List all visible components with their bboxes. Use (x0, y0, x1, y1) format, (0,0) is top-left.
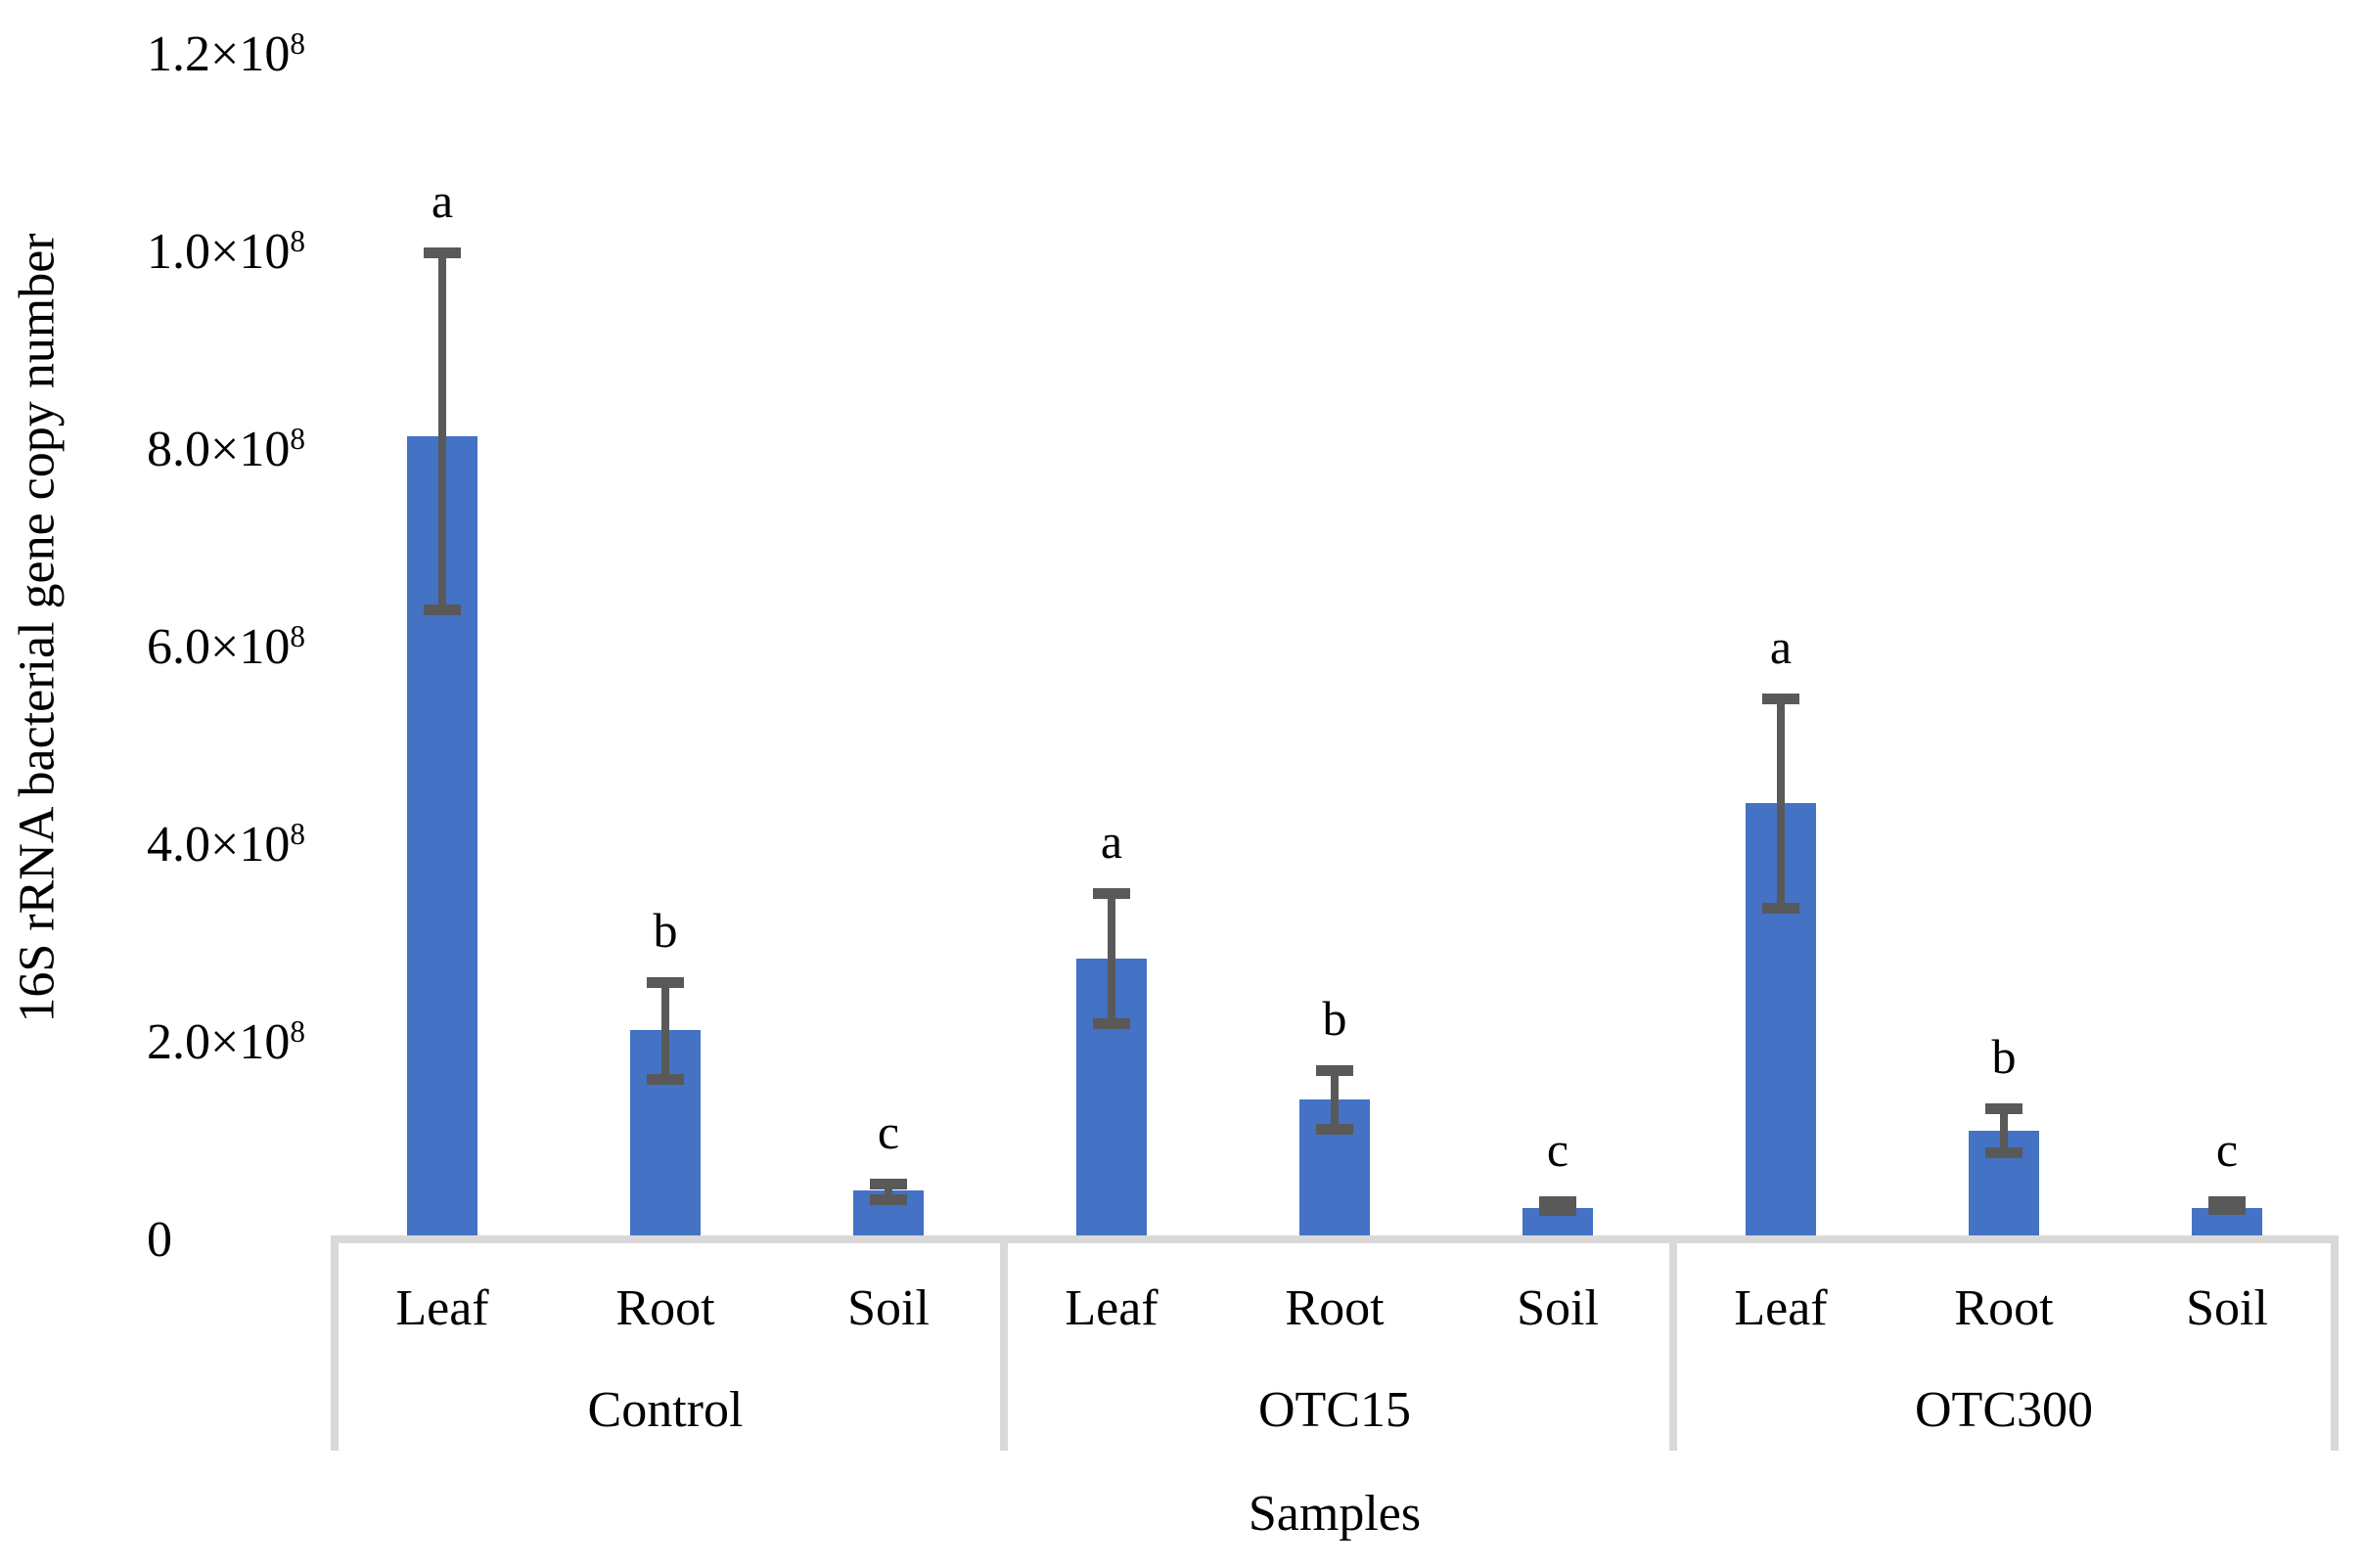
error-bar-cap-bottom (647, 1073, 684, 1085)
error-bar-line (885, 1179, 892, 1205)
error-bar-cap-top (647, 977, 684, 989)
category-label: Leaf (1734, 1280, 1828, 1336)
y-tick-exponent: 8 (290, 817, 305, 851)
y-tick-label: 1.0×108 (147, 212, 305, 280)
error-bar-cap-top (1762, 693, 1799, 704)
error-bar-cap-top (870, 1179, 907, 1190)
error-bar-line (661, 977, 669, 1085)
significance-letter: b (1991, 1029, 2017, 1084)
significance-letter: c (2215, 1122, 2239, 1178)
y-tick-exponent: 8 (290, 619, 305, 653)
error-bar-cap-bottom (870, 1193, 907, 1205)
category-label: Soil (2186, 1280, 2268, 1336)
significance-letter: b (1322, 991, 1347, 1047)
error-bar-cap-bottom (424, 604, 461, 615)
y-tick-exponent: 8 (290, 422, 305, 456)
category-separator-line (1669, 1235, 1677, 1451)
y-tick-exponent: 8 (290, 224, 305, 258)
category-separator-line (2331, 1235, 2339, 1451)
category-label: Root (1285, 1280, 1385, 1336)
category-separator-line (331, 1235, 339, 1451)
error-bar-cap-top (1985, 1103, 2022, 1114)
error-bar-line (438, 247, 446, 615)
error-bar-cap-top (2208, 1196, 2246, 1208)
x-axis-title: Samples (1248, 1486, 1422, 1542)
y-tick-base: 4.0×10 (147, 817, 291, 874)
category-label: Soil (1517, 1280, 1599, 1336)
error-bar-line (2000, 1103, 2008, 1158)
y-tick-base: 8.0×10 (147, 422, 291, 478)
error-bar-cap-top (424, 247, 461, 259)
y-tick-label: 2.0×108 (147, 1003, 305, 1070)
error-bar-cap-top (1093, 887, 1130, 899)
error-bar-line (1331, 1065, 1339, 1136)
y-tick-label: 6.0×108 (147, 607, 305, 675)
y-tick-label: 8.0×108 (147, 410, 305, 477)
category-label: Root (1954, 1280, 2054, 1336)
y-tick-exponent: 8 (290, 26, 305, 61)
error-bar-cap-bottom (1762, 903, 1799, 915)
y-axis-title: 16S rRNA bacterial gene copy number (9, 233, 66, 1023)
y-tick-base: 6.0×10 (147, 619, 291, 676)
significance-letter: a (431, 173, 454, 229)
y-tick-exponent: 8 (290, 1014, 305, 1049)
y-tick-label: 1.2×108 (147, 15, 305, 82)
category-label: Soil (847, 1280, 930, 1336)
significance-letter: c (1546, 1122, 1569, 1178)
category-label: Root (615, 1280, 715, 1336)
error-bar-cap-top (1316, 1065, 1353, 1077)
y-tick-base: 2.0×10 (147, 1014, 291, 1071)
y-tick-label: 0 (147, 1200, 172, 1268)
significance-letter: b (653, 903, 678, 959)
significance-letter: a (1769, 618, 1793, 674)
error-bar-cap-bottom (1316, 1124, 1353, 1136)
group-label: OTC300 (1915, 1382, 2093, 1438)
y-tick-base: 0 (147, 1212, 172, 1269)
significance-letter: a (1100, 813, 1123, 869)
significance-letter: c (877, 1104, 900, 1160)
error-bar-cap-bottom (1539, 1204, 1576, 1216)
error-bar-cap-top (1539, 1196, 1576, 1208)
y-tick-base: 1.2×10 (147, 26, 291, 83)
error-bar-cap-bottom (2208, 1203, 2246, 1215)
error-bar-cap-bottom (1985, 1146, 2022, 1158)
x-axis-line (331, 1235, 2339, 1243)
category-separator-line (1000, 1235, 1008, 1451)
category-label: Leaf (1065, 1280, 1159, 1336)
error-bar-cap-bottom (1093, 1017, 1130, 1029)
error-bar-line (1108, 887, 1115, 1029)
error-bar-line (1777, 693, 1785, 915)
category-label: Leaf (395, 1280, 489, 1336)
group-label: Control (587, 1382, 744, 1438)
y-tick-label: 4.0×108 (147, 805, 305, 873)
y-tick-base: 1.0×10 (147, 224, 291, 281)
group-label: OTC15 (1258, 1382, 1411, 1438)
